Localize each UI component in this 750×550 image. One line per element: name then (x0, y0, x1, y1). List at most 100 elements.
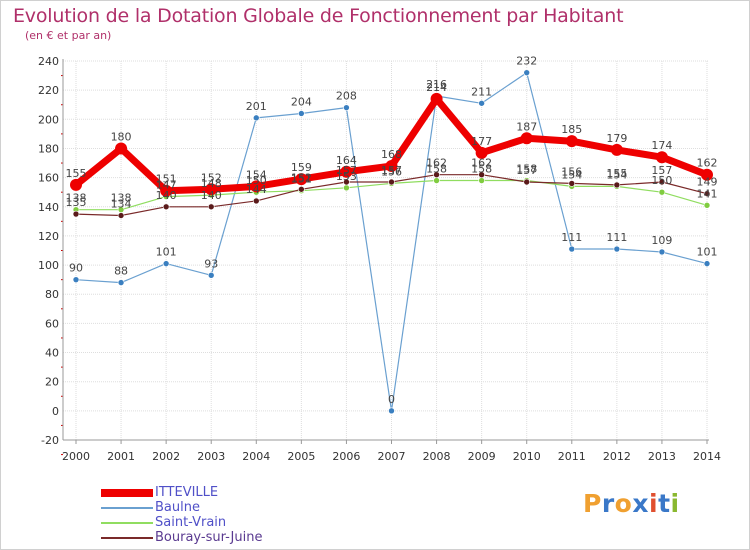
x-tick-label: 2007 (378, 450, 406, 463)
y-tick-label: 20 (45, 376, 59, 389)
data-label: 179 (606, 132, 627, 145)
data-label: 0 (388, 393, 395, 406)
data-point (340, 165, 353, 178)
data-point (72, 276, 80, 283)
data-label: 150 (651, 174, 672, 187)
data-point (568, 180, 576, 187)
data-point (343, 178, 350, 186)
data-point (433, 177, 440, 184)
data-label: 148 (201, 177, 222, 190)
data-label: 185 (561, 123, 582, 136)
data-label: 135 (66, 196, 87, 209)
x-tick-label: 2006 (332, 450, 360, 463)
data-label: 180 (111, 130, 132, 143)
x-tick-label: 2004 (242, 450, 270, 463)
data-label: 208 (336, 90, 357, 103)
data-label: 154 (561, 168, 582, 181)
y-tick-label: 100 (38, 259, 59, 272)
data-label: 111 (606, 231, 627, 244)
data-label: 156 (561, 165, 582, 178)
x-tick-label: 2003 (197, 450, 225, 463)
data-label: 174 (651, 139, 672, 152)
data-label: 158 (516, 163, 537, 176)
data-point (388, 407, 395, 415)
data-label: 216 (426, 78, 447, 91)
logo-letter: r (601, 489, 615, 518)
x-tick-label: 2010 (513, 450, 541, 463)
data-point (160, 184, 173, 197)
data-label: 109 (651, 234, 672, 247)
data-point (565, 135, 578, 148)
data-point (117, 279, 125, 286)
data-point (520, 132, 533, 145)
data-label: 138 (111, 192, 132, 205)
y-tick-label: 0 (52, 405, 59, 418)
data-point (298, 110, 305, 117)
data-label: 157 (516, 164, 537, 177)
data-point (658, 178, 666, 186)
data-label: 111 (561, 231, 582, 244)
data-label: 141 (697, 187, 718, 200)
data-point (701, 168, 713, 181)
y-tick-label: 140 (38, 201, 59, 214)
data-label: 149 (697, 176, 718, 189)
data-label: 162 (697, 157, 718, 170)
data-label: 155 (66, 167, 87, 180)
data-label: 164 (336, 154, 357, 167)
data-point (298, 185, 305, 193)
chart-title: Evolution de la Dotation Globale de Fonc… (13, 5, 624, 27)
data-label: 157 (381, 164, 402, 177)
data-point (343, 184, 350, 192)
data-label: 187 (516, 120, 537, 133)
data-point (655, 151, 668, 164)
x-tick-label: 2000 (62, 450, 90, 463)
data-point (207, 203, 215, 211)
data-label: 168 (381, 148, 402, 161)
data-point (610, 143, 623, 156)
legend-item: ITTEVILLE (101, 485, 361, 500)
data-label: 232 (516, 55, 537, 68)
data-label: 93 (204, 257, 218, 270)
data-point (523, 69, 531, 76)
data-label: 140 (201, 189, 222, 202)
y-tick-label: 120 (38, 230, 59, 243)
data-label: 88 (114, 265, 128, 278)
legend-item: Bouray-sur-Juine (101, 530, 361, 545)
legend: ITTEVILLE Baulne Saint-Vrain Bouray-sur-Jui… (101, 485, 361, 545)
data-label: 150 (246, 174, 267, 187)
data-label: 162 (471, 157, 492, 170)
data-point (250, 180, 263, 193)
legend-swatch (101, 489, 153, 497)
data-label: 101 (156, 246, 177, 259)
data-point (388, 178, 395, 186)
y-tick-label: 180 (38, 142, 59, 155)
data-label: 214 (426, 81, 447, 94)
data-label: 151 (291, 173, 312, 186)
legend-label: ITTEVILLE (155, 485, 219, 500)
x-tick-label: 2002 (152, 450, 180, 463)
data-point (703, 190, 711, 197)
data-label: 152 (201, 171, 222, 184)
data-label: 157 (651, 164, 672, 177)
data-point (478, 171, 485, 178)
data-label: 153 (336, 170, 357, 183)
data-label: 134 (111, 198, 132, 211)
legend-swatch (101, 522, 153, 524)
logo-letter: o (614, 489, 633, 518)
data-point (613, 245, 621, 253)
data-label: 155 (606, 167, 627, 180)
logo-letter: t (658, 489, 671, 518)
legend-swatch (101, 537, 153, 539)
data-label: 201 (246, 100, 267, 113)
y-tick-label: 240 (38, 55, 59, 68)
x-tick-label: 2005 (287, 450, 315, 463)
chart-subtitle: (en € et par an) (25, 29, 112, 42)
data-label: 138 (66, 192, 87, 205)
data-label: 140 (156, 189, 177, 202)
y-tick-label: 160 (38, 172, 59, 185)
data-point (430, 92, 443, 105)
x-tick-label: 2013 (648, 450, 676, 463)
grid-layer (63, 60, 709, 441)
